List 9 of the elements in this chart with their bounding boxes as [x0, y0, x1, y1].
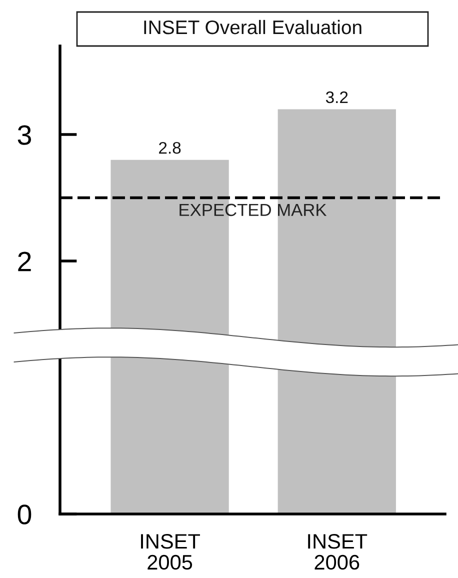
data-label: 2.8 — [159, 142, 181, 154]
x-tick-label: INSET 2006 — [308, 534, 368, 570]
chart-title: INSET Overall Evaluation — [144, 20, 362, 34]
y-tick-label: 2 — [18, 252, 31, 272]
y-tick-label: 3 — [18, 125, 32, 145]
data-label: 3.2 — [326, 91, 348, 104]
y-tick-label: 0 — [18, 504, 32, 524]
x-tick-label: INSET 2005 — [141, 534, 200, 570]
ref-line-label: EXPECTED MARK — [180, 204, 327, 216]
